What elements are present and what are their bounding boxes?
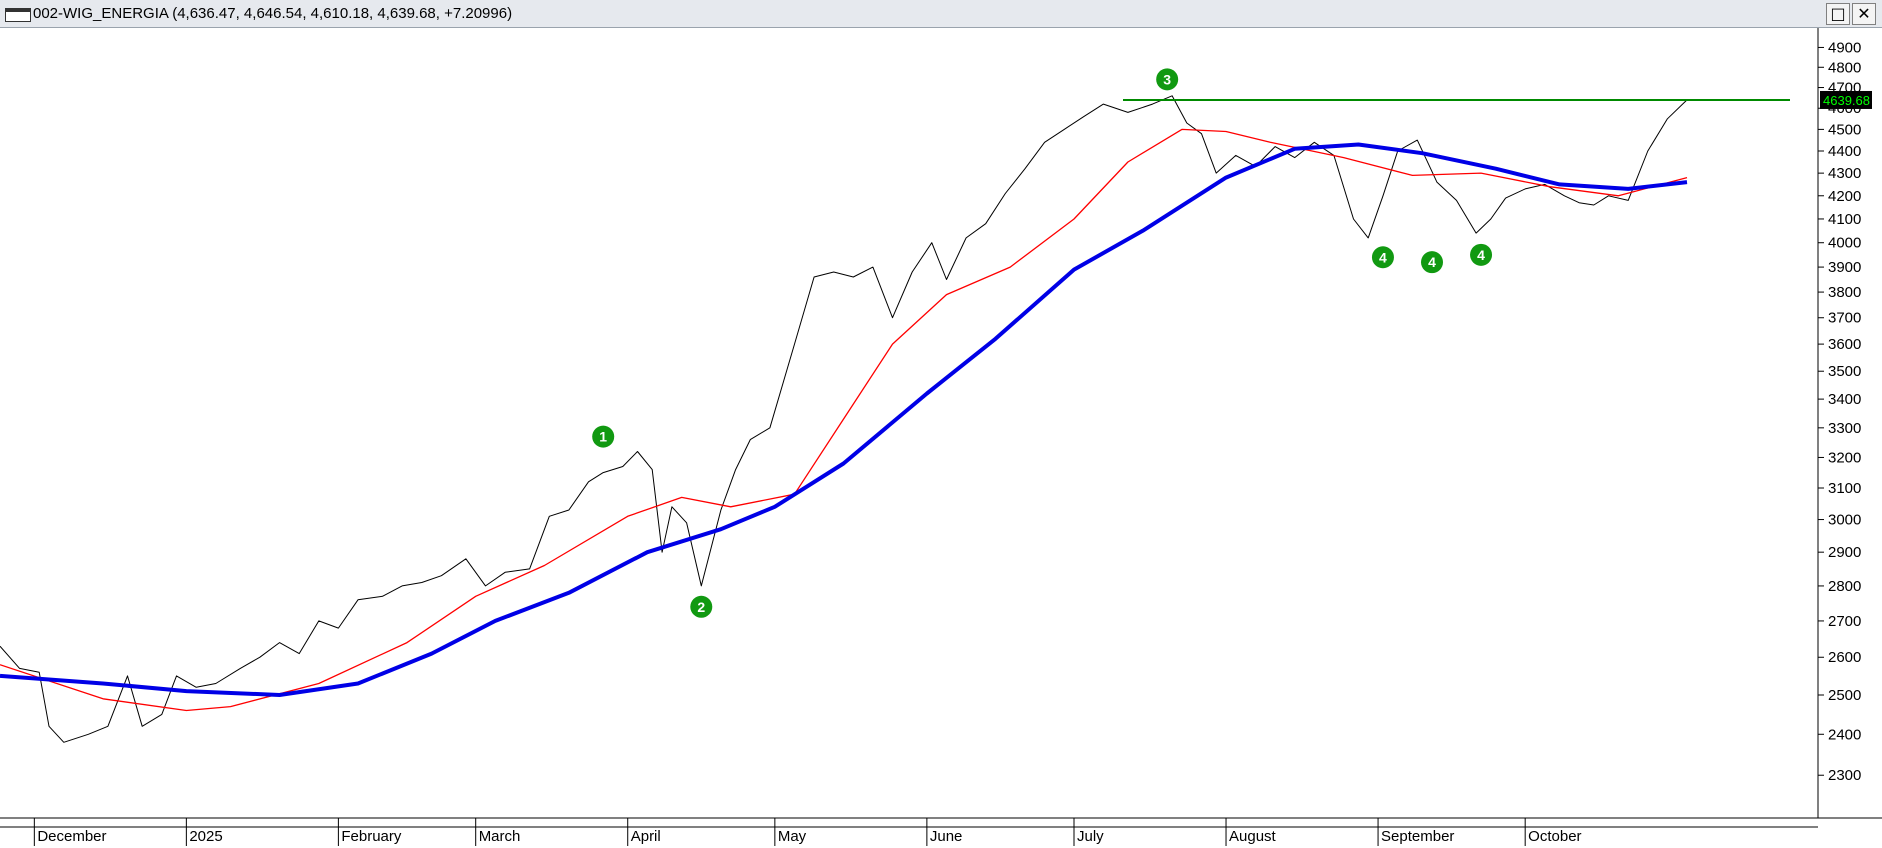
y-tick-label: 3700: [1828, 310, 1861, 327]
x-tick-label: April: [631, 828, 661, 845]
y-tick-label: 2500: [1828, 687, 1861, 704]
x-axis: December 2025 February March April May June Jul…: [33, 818, 1582, 846]
y-tick-label: 4800: [1828, 59, 1861, 76]
x-tick-label: July: [1077, 828, 1104, 845]
y-tick-label: 3000: [1828, 512, 1861, 529]
last-price-tag: 4639.68: [1820, 90, 1872, 109]
marker-circle: [1156, 68, 1179, 91]
x-tick-label: October: [1528, 828, 1581, 845]
y-tick-label: 2300: [1828, 767, 1861, 784]
y-tick-label: 3800: [1828, 284, 1861, 301]
y-tick-label: 4000: [1828, 235, 1861, 252]
marker-label: 4: [1428, 254, 1436, 270]
price-chart[interactable]: 2300 2400 2500 2600 2700 2800 2900 3000 3100 3200…: [0, 28, 1882, 848]
y-tick-label: 3400: [1828, 391, 1861, 408]
marker-circle: [1470, 243, 1493, 266]
y-tick-label: 4200: [1828, 188, 1861, 205]
x-tick-label: August: [1229, 828, 1277, 845]
y-tick-label: 2700: [1828, 613, 1861, 630]
marker-1: 1: [592, 425, 615, 448]
x-tick-label: 2025: [189, 828, 222, 845]
maximize-icon: □: [1830, 4, 1846, 23]
marker-circle: [690, 595, 713, 618]
marker-4: 4: [1470, 243, 1493, 266]
marker-circle: [592, 425, 615, 448]
y-tick-label: 3300: [1828, 420, 1861, 437]
series-sma_fast-line: [0, 128, 1688, 712]
y-tick-label: 2900: [1828, 544, 1861, 561]
x-tick-label: December: [37, 828, 106, 845]
y-tick-label: 3600: [1828, 336, 1861, 353]
y-tick-label: 3100: [1828, 480, 1861, 497]
y-tick-label: 3200: [1828, 449, 1861, 466]
y-tick-label: 2800: [1828, 578, 1861, 595]
marker-label: 4: [1477, 247, 1485, 263]
window-title: 002-WIG_ENERGIA (4,636.47, 4,646.54, 4,6…: [33, 5, 513, 22]
close-button[interactable]: ✕: [1852, 3, 1876, 25]
marker-4: 4: [1421, 251, 1443, 274]
marker-circle: [1421, 251, 1443, 274]
window-titlebar: 002-WIG_ENERGIA (4,636.47, 4,646.54, 4,6…: [0, 0, 1882, 28]
x-tick-label: June: [930, 828, 963, 845]
marker-2: 2: [690, 595, 713, 618]
y-tick-label: 4500: [1828, 121, 1861, 138]
x-tick-label: February: [341, 828, 402, 845]
x-tick-label: March: [479, 828, 521, 845]
last-price-label: 4639.68: [1823, 93, 1870, 108]
maximize-button[interactable]: □: [1826, 3, 1850, 25]
annotation-layer: 1 2 3 4 4 4: [592, 68, 1493, 618]
marker-3: 3: [1156, 68, 1179, 91]
x-tick-label: September: [1381, 828, 1454, 845]
y-tick-label: 4300: [1828, 165, 1861, 182]
marker-label: 3: [1163, 71, 1171, 87]
y-tick-label: 4100: [1828, 211, 1861, 228]
last-price-tag-background: [1820, 90, 1872, 109]
y-tick-label: 4900: [1828, 39, 1861, 56]
chart-background: [0, 28, 1882, 848]
close-icon: ✕: [1857, 4, 1871, 23]
series-layer: [0, 95, 1790, 743]
y-tick-label: 3500: [1828, 363, 1861, 380]
marker-label: 1: [599, 429, 607, 445]
x-tick-label: May: [778, 828, 807, 845]
marker-circle: [1371, 246, 1394, 269]
y-tick-label: 2400: [1828, 726, 1861, 743]
y-tick-label: 2600: [1828, 649, 1861, 666]
marker-label: 4: [1379, 249, 1387, 265]
series-sma_slow-line: [0, 142, 1688, 697]
y-tick-label: 3900: [1828, 259, 1861, 276]
y-axis: 2300 2400 2500 2600 2700 2800 2900 3000 3100 3200…: [1818, 39, 1861, 784]
chart-window-icon: [5, 8, 31, 22]
marker-label: 2: [697, 599, 705, 615]
series-price-line: [0, 95, 1688, 743]
marker-4: 4: [1371, 246, 1394, 269]
y-tick-label: 4400: [1828, 143, 1861, 160]
